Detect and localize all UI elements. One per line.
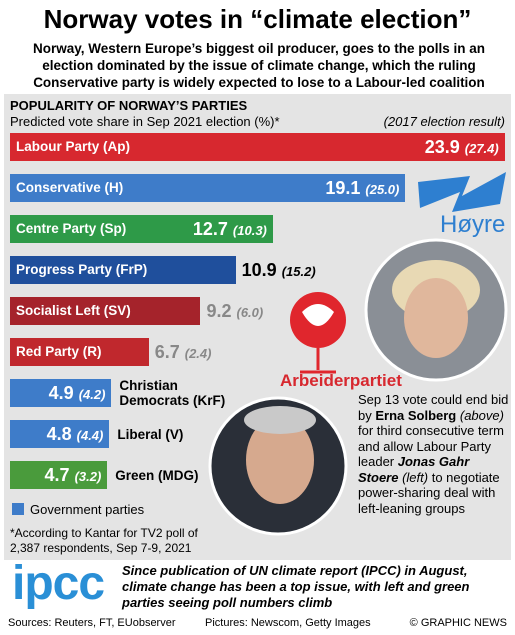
value-group: 12.7 (10.3) — [193, 215, 267, 243]
hoyre-text: Høyre — [440, 211, 505, 238]
pictures: Pictures: Newscom, Getty Images — [205, 617, 371, 629]
category-label: Christian Democrats (KrF) — [119, 378, 226, 408]
category-label: Socialist Left (SV) — [16, 303, 131, 318]
rose-stem — [300, 348, 336, 374]
value-label: 12.7 — [192, 219, 228, 239]
bar — [10, 297, 201, 325]
value-group: 9.2 (6.0) — [206, 297, 263, 325]
ipcc-text: Since publication of UN climate report (… — [122, 563, 470, 610]
title: Norway votes in “climate election” — [43, 4, 472, 34]
value-group: 19.1 (25.0) — [325, 174, 399, 202]
bar — [10, 461, 108, 489]
previous-value-label: (4.2) — [78, 387, 106, 402]
subtitle: Norway, Western Europe’s biggest oil pro… — [32, 41, 486, 90]
legend-label: Government parties — [30, 502, 145, 517]
value-label: 6.7 — [154, 342, 180, 362]
previous-value-label: (25.0) — [365, 182, 400, 197]
bar — [10, 133, 505, 161]
chart-title: POPULARITY OF NORWAY’S PARTIES — [10, 98, 248, 113]
legend-swatch — [12, 503, 24, 515]
category-label: Green (MDG) — [115, 467, 199, 483]
value-label: 4.7 — [44, 465, 70, 485]
face — [246, 416, 314, 504]
illustrations: Høyre Arbeiderpartiet Government parties — [12, 172, 508, 536]
bar — [10, 338, 149, 366]
category-label: Progress Party (FrP) — [16, 262, 148, 277]
previous-value-label: (6.0) — [236, 305, 264, 320]
category-label: Labour Party (Ap) — [16, 139, 131, 154]
value-group: 10.9 (15.2) — [242, 256, 316, 284]
caption: Sep 13 vote could end bid by Erna Solber… — [358, 392, 510, 516]
category-label: Red Party (R) — [16, 344, 102, 359]
caption-part: to negotiate power-sharing deal with lef… — [358, 469, 500, 516]
caption-part: for third consecutive term and allow Lab… — [358, 423, 504, 469]
bar — [10, 256, 236, 284]
previous-value-label: (2.4) — [184, 346, 212, 361]
category-label: Centre Party (Sp) — [16, 221, 127, 236]
previous-value-label: (27.4) — [464, 141, 499, 156]
caption-part: (above) — [456, 407, 504, 423]
ipcc-logo: ipcc — [12, 557, 105, 610]
caption-part: Sep 13 vote could end bid by — [358, 392, 509, 423]
hair — [244, 406, 316, 434]
bar — [10, 215, 273, 243]
hoyre-logo — [418, 172, 506, 212]
value-group: 4.9 (4.2) — [49, 379, 106, 407]
value-group: 4.7 (3.2) — [45, 461, 102, 489]
value-label: 4.9 — [48, 383, 74, 403]
caption-part: Jonas Gahr Stoere — [358, 454, 470, 485]
labour-text: Arbeiderpartiet — [280, 371, 402, 390]
category-label: Conservative (H) — [16, 180, 124, 195]
previous-value-label: (15.2) — [281, 264, 316, 279]
value-label: 4.8 — [46, 424, 72, 444]
bar — [10, 420, 110, 448]
bar — [10, 174, 406, 202]
face — [404, 278, 468, 358]
value-label: 10.9 — [241, 260, 277, 280]
footnote: *According to Kantar for TV2 poll of 2,3… — [10, 526, 198, 555]
value-group: 6.7 (2.4) — [155, 338, 212, 366]
category-label: Liberal (V) — [117, 426, 184, 442]
value-label: 9.2 — [206, 301, 232, 321]
rose-petal — [302, 304, 334, 326]
sources: Sources: Reuters, FT, EUobserver — [8, 617, 176, 629]
value-group: 4.8 (4.4) — [47, 420, 104, 448]
caption-part: Erna Solberg — [375, 407, 457, 423]
value-label: 23.9 — [424, 137, 460, 157]
bar — [10, 379, 112, 407]
value-group: 23.9 (27.4) — [425, 133, 499, 161]
value-label: 19.1 — [325, 178, 361, 198]
chart-subtitle: Predicted vote share in Sep 2021 electio… — [10, 114, 280, 129]
credit: © GRAPHIC NEWS — [409, 617, 507, 629]
previous-value-label: (3.2) — [74, 469, 102, 484]
previous-value-label: (4.4) — [76, 428, 104, 443]
previous-label: (2017 election result) — [383, 114, 505, 129]
caption-part: (left) — [398, 469, 429, 485]
previous-value-label: (10.3) — [232, 223, 267, 238]
